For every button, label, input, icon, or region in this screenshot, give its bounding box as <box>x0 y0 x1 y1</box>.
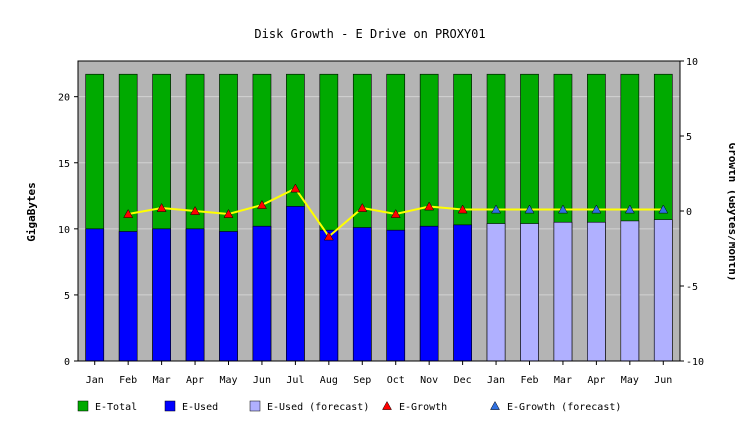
y-tick-label: 15 <box>58 159 70 170</box>
x-tick-label: Apr <box>587 375 605 386</box>
x-tick-label: Jun <box>654 375 672 386</box>
x-tick-label: Aug <box>320 375 338 386</box>
x-tick-label: Jun <box>253 375 271 386</box>
marker-e-growth-forecast <box>591 204 602 214</box>
bar-e-used <box>85 228 105 362</box>
marker-e-growth-forecast <box>558 204 568 214</box>
bar-e-used-forecast <box>553 221 573 362</box>
axes: 0 5 10 15 20 -10 -5 0 5 10 Jan Feb Mar Apr May Jun Jul Au… <box>58 57 704 386</box>
marker-e-growth-forecast <box>524 204 535 214</box>
x-tick-label: Dec <box>454 375 472 386</box>
y-axis-label: GigaBytes <box>25 182 38 242</box>
bar-e-used <box>319 229 339 362</box>
y2-tick-label: 10 <box>686 57 698 68</box>
legend-label-e-used-forecast: E-Used (forecast) <box>267 402 369 413</box>
x-tick-label: Mar <box>554 375 572 386</box>
chart-title: Disk Growth - E Drive on PROXY01 <box>254 27 485 41</box>
x-tick-label: Sep <box>353 375 371 386</box>
legend-swatch-e-growth <box>382 400 392 410</box>
x-tick-label: Jan <box>86 375 104 386</box>
bar-e-used-forecast <box>620 220 640 362</box>
marker-e-growth-forecast <box>658 204 669 214</box>
legend-swatch-e-used-forecast <box>249 400 261 412</box>
bars <box>85 73 673 362</box>
marker-e-growth-forecast <box>491 204 501 214</box>
y-tick-label: 20 <box>58 93 70 104</box>
growth-markers <box>123 183 669 241</box>
gridlines <box>78 96 680 296</box>
marker-e-growth <box>457 204 468 214</box>
marker-e-growth <box>323 231 334 241</box>
y2-tick-label: 5 <box>686 132 692 143</box>
bar-e-used-forecast <box>653 219 673 362</box>
legend-swatch-e-used <box>164 400 176 412</box>
x-tick-label: Feb <box>119 375 137 386</box>
y2-axis-label: Growth (GBytes/Month) <box>726 142 735 281</box>
x-tick-label: Oct <box>387 375 405 386</box>
bar-e-used <box>152 228 171 362</box>
bar-e-used <box>219 231 238 362</box>
marker-e-growth <box>257 199 267 209</box>
bar-e-used <box>453 224 472 362</box>
legend: E-Total E-Used E-Used (forecast) E-Growth E-… <box>77 400 621 413</box>
marker-e-growth <box>190 205 200 215</box>
marker-e-growth <box>424 201 435 211</box>
marker-e-growth <box>357 202 368 212</box>
bar-e-used <box>118 231 138 362</box>
x-tick-label: Feb <box>520 375 538 386</box>
y2-tick-label: -5 <box>686 282 698 293</box>
marker-e-growth <box>123 208 134 218</box>
legend-label-e-growth-forecast: E-Growth (forecast) <box>507 402 621 413</box>
legend-label-e-growth: E-Growth <box>399 402 447 413</box>
marker-e-growth <box>156 202 167 212</box>
bar-e-used <box>386 229 406 362</box>
marker-e-growth <box>390 208 401 218</box>
bar-e-used-forecast <box>520 223 539 362</box>
legend-swatch-e-growth-forecast <box>490 400 500 410</box>
y2-tick-label: -10 <box>686 357 704 368</box>
y-tick-label: 0 <box>64 357 70 368</box>
x-tick-label: Jan <box>487 375 505 386</box>
marker-e-growth <box>290 183 301 193</box>
legend-swatch-e-total <box>77 400 89 412</box>
x-tick-label: May <box>219 375 237 386</box>
marker-e-growth-forecast <box>624 204 635 214</box>
y-tick-label: 10 <box>58 225 70 236</box>
bar-e-used-forecast <box>486 223 506 362</box>
legend-label-e-total: E-Total <box>95 402 137 413</box>
marker-e-growth <box>223 208 234 218</box>
bar-e-used <box>252 225 272 362</box>
x-tick-label: Apr <box>186 375 204 386</box>
bar-e-used <box>352 227 372 362</box>
x-tick-label: Nov <box>420 375 438 386</box>
bar-e-used-forecast <box>587 221 606 362</box>
y-tick-label: 5 <box>64 291 70 302</box>
x-tick-label: Jul <box>286 375 304 386</box>
bar-e-used <box>419 225 439 362</box>
bar-e-used <box>286 206 305 362</box>
legend-label-e-used: E-Used <box>182 402 218 413</box>
bar-e-used <box>185 228 205 362</box>
x-tick-label: Mar <box>153 375 171 386</box>
y2-tick-label: 0 <box>686 207 692 218</box>
x-tick-label: May <box>621 375 639 386</box>
